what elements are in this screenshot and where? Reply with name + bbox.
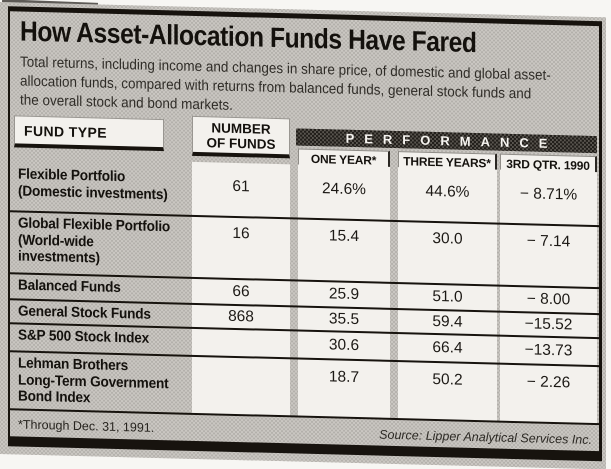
row-label: General Stock Funds <box>18 303 151 323</box>
page-subtitle: Total returns, including income and chan… <box>20 54 551 114</box>
row-label: Flexible Portfolio (Domestic investments… <box>18 166 168 203</box>
cell-one-year: 24.6% <box>322 180 366 199</box>
cell-three-years: 51.0 <box>432 287 463 306</box>
table-frame: How Asset-Allocation Funds Have Fared To… <box>8 6 602 462</box>
cell-number-of-funds: 66 <box>232 282 250 301</box>
cell-3rd-qtr-1990: − 2.26 <box>526 373 571 392</box>
cell-number-of-funds: 16 <box>232 224 250 243</box>
row-label: Global Flexible Portfolio (World-wide in… <box>18 215 171 267</box>
cell-one-year: 25.9 <box>328 285 360 304</box>
table-body: Flexible Portfolio (Domestic investments… <box>10 161 599 426</box>
cell-3rd-qtr-1990: −15.52 <box>524 315 573 334</box>
cell-three-years: 30.0 <box>432 229 463 248</box>
source-credit: Source: Lipper Analytical Services Inc. <box>379 427 592 447</box>
cell-three-years: 59.4 <box>432 312 463 331</box>
cell-number-of-funds: 868 <box>228 307 254 326</box>
row-label: Lehman Brothers Long-Term Government Bon… <box>18 355 169 407</box>
cell-one-year: 15.4 <box>328 227 360 246</box>
cell-3rd-qtr-1990: − 7.14 <box>526 232 571 251</box>
cell-3rd-qtr-1990: − 8.71% <box>519 185 578 204</box>
cell-one-year: 30.6 <box>328 336 360 355</box>
column-header-number-of-funds: NUMBER OF FUNDS <box>192 115 290 159</box>
row-label: S&P 500 Stock Index <box>18 327 150 347</box>
cell-number-of-funds <box>192 329 290 357</box>
cell-number-of-funds: 61 <box>232 177 250 196</box>
cell-one-year: 35.5 <box>328 310 360 329</box>
row-label: Balanced Funds <box>18 277 121 297</box>
cell-three-years: 66.4 <box>432 338 463 357</box>
column-header-fund-type: FUND TYPE <box>14 115 164 152</box>
cell-3rd-qtr-1990: −13.73 <box>524 341 573 360</box>
cell-three-years: 50.2 <box>432 370 463 389</box>
footnote-text: *Through Dec. 31, 1991. <box>18 417 155 435</box>
page-title: How Asset-Allocation Funds Have Fared <box>20 15 477 59</box>
cell-one-year: 18.7 <box>328 368 360 387</box>
cell-three-years: 44.6% <box>425 182 470 201</box>
cell-3rd-qtr-1990: − 8.00 <box>526 290 571 309</box>
cell-number-of-funds <box>192 357 290 415</box>
